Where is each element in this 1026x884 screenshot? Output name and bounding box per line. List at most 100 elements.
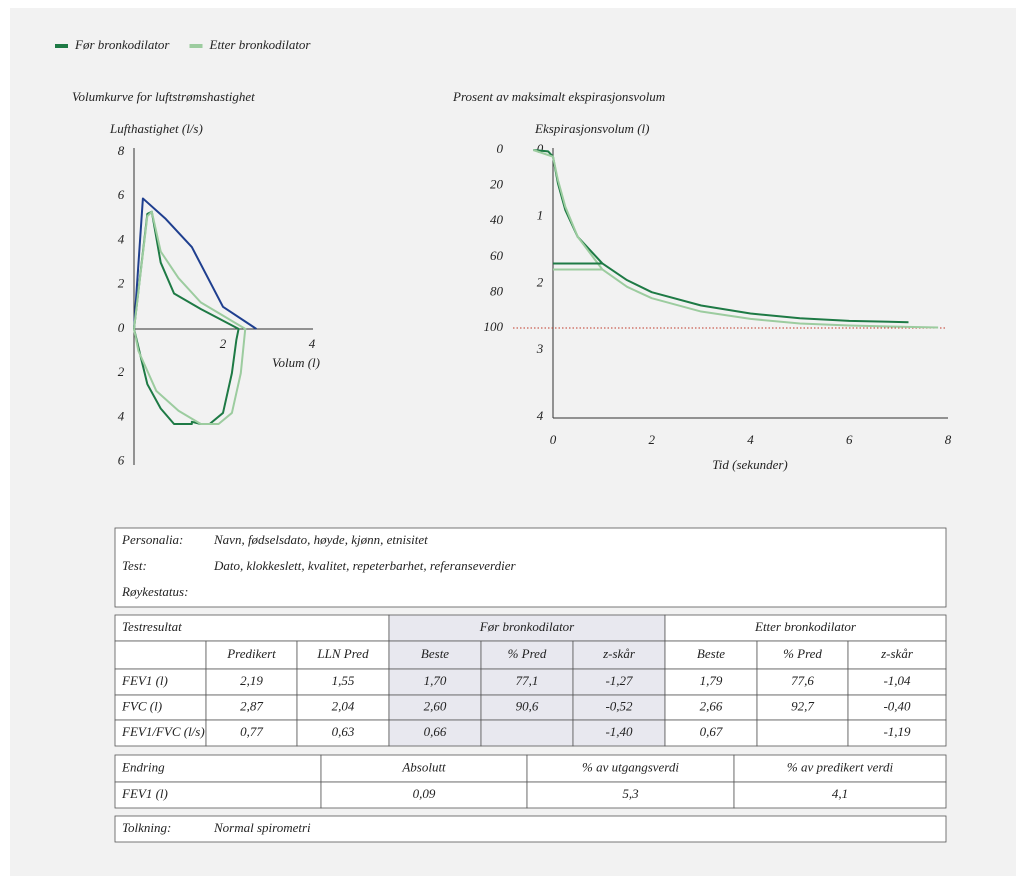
cell-text: Røykestatus:	[121, 584, 188, 599]
y-tick-label: 2	[537, 274, 544, 289]
table-cell	[847, 668, 947, 696]
y2-tick-label: 0	[497, 141, 504, 156]
cell-text: % av utgangsverdi	[582, 759, 679, 774]
table-cell	[114, 527, 947, 608]
cell-text: -1,04	[883, 673, 911, 688]
table-cell	[480, 668, 574, 696]
cell-text: 0,66	[424, 724, 447, 739]
cell-text: Predikert	[226, 646, 276, 661]
x-axis-label: Volum (l)	[272, 355, 320, 370]
y2-tick-label: 20	[490, 177, 504, 192]
cell-text: Personalia:	[121, 532, 183, 547]
table-cell	[480, 640, 574, 670]
cell-text: 4,1	[832, 786, 848, 801]
cell-text: 1,79	[700, 673, 723, 688]
table-cell	[526, 781, 735, 809]
cell-text: 2,60	[424, 698, 447, 713]
cell-text: 2,19	[240, 673, 263, 688]
cell-text: 0,67	[700, 724, 723, 739]
table-cell	[572, 719, 666, 747]
y2-tick-label: 60	[490, 248, 504, 263]
cell-text: 0,63	[332, 724, 355, 739]
y-tick-label: 4	[537, 408, 544, 423]
x-tick-label: 8	[945, 432, 952, 447]
table-cell	[320, 754, 528, 783]
cell-text: 92,7	[791, 698, 814, 713]
table-cell	[526, 754, 735, 783]
cell-text: -0,52	[605, 698, 633, 713]
x-tick-label: 0	[550, 432, 557, 447]
cell-text: 77,1	[516, 673, 539, 688]
cell-text: 5,3	[622, 786, 639, 801]
cell-text: LLN Pred	[316, 646, 369, 661]
table-cell	[114, 815, 947, 843]
cell-text: Normal spirometri	[213, 820, 311, 835]
table-cell	[756, 640, 849, 670]
cell-text: -1,19	[883, 724, 911, 739]
table-cell	[664, 719, 758, 747]
table-cell	[847, 719, 947, 747]
y-tick-label: 3	[536, 341, 544, 356]
y-tick-label: 0	[537, 141, 544, 156]
series-line	[133, 210, 240, 426]
cell-text: Testresultat	[122, 619, 182, 634]
cell-text: 2,66	[700, 698, 723, 713]
chart-title: Prosent av maksimalt ekspirasjonsvolum	[452, 89, 665, 104]
table-cell	[388, 694, 482, 721]
cell-text: -1,40	[605, 724, 633, 739]
cell-text: 77,6	[791, 673, 814, 688]
y-tick-label: 0	[118, 320, 125, 335]
x-tick-label: 4	[309, 336, 316, 351]
cell-text: FVC (l)	[121, 698, 162, 713]
cell-text: Beste	[697, 646, 725, 661]
table-cell	[320, 781, 528, 809]
x-tick-label: 2	[220, 336, 227, 351]
x-tick-label: 4	[747, 432, 754, 447]
cell-text: % Pred	[783, 646, 822, 661]
cell-text: % av predikert verdi	[787, 759, 894, 774]
cell-text: FEV1/FVC (l/s)	[121, 724, 205, 739]
table-cell	[480, 694, 574, 721]
cell-text: z-skår	[602, 646, 636, 661]
y-tick-label: 2	[118, 276, 125, 291]
y-tick-label: 8	[118, 143, 125, 158]
cell-text: -0,40	[883, 698, 911, 713]
y-tick-label: 6	[118, 453, 125, 468]
y-tick-label: 4	[118, 231, 125, 246]
table-cell	[664, 668, 758, 696]
cell-text: Endring	[121, 759, 165, 774]
table-cell	[296, 640, 390, 670]
y-tick-label: 2	[118, 364, 125, 379]
x-tick-label: 6	[846, 432, 853, 447]
y-axis-label: Ekspirasjonsvolum (l)	[534, 121, 649, 136]
cell-text: Navn, fødselsdato, høyde, kjønn, etnisit…	[213, 532, 428, 547]
series-line	[133, 197, 257, 330]
y-tick-label: 4	[118, 408, 125, 423]
cell-text: 2,87	[240, 698, 263, 713]
table-cell	[756, 719, 849, 747]
cell-text: Før bronkodilator	[479, 619, 575, 634]
table-cell	[572, 640, 666, 670]
table-cell	[388, 614, 666, 642]
cell-text: Tolkning:	[122, 820, 171, 835]
legend-label: Før bronkodilator	[74, 37, 170, 52]
table-cell	[205, 719, 298, 747]
cell-text: Absolutt	[401, 759, 446, 774]
table-cell	[733, 754, 947, 783]
cell-text: 90,6	[516, 698, 539, 713]
y2-tick-label: 40	[490, 212, 504, 227]
cell-text: 1,70	[424, 673, 447, 688]
x-tick-label: 2	[649, 432, 656, 447]
table-cell	[296, 668, 390, 696]
table-cell	[664, 640, 758, 670]
table-cell	[114, 614, 390, 642]
cell-text: z-skår	[880, 646, 914, 661]
y-tick-label: 1	[537, 208, 544, 223]
cell-text: -1,27	[605, 673, 633, 688]
table-cell	[114, 719, 207, 747]
cell-text: FEV1 (l)	[121, 673, 168, 688]
cell-text: 0,09	[413, 786, 436, 801]
series-line	[133, 210, 247, 426]
cell-text: 1,55	[332, 673, 355, 688]
